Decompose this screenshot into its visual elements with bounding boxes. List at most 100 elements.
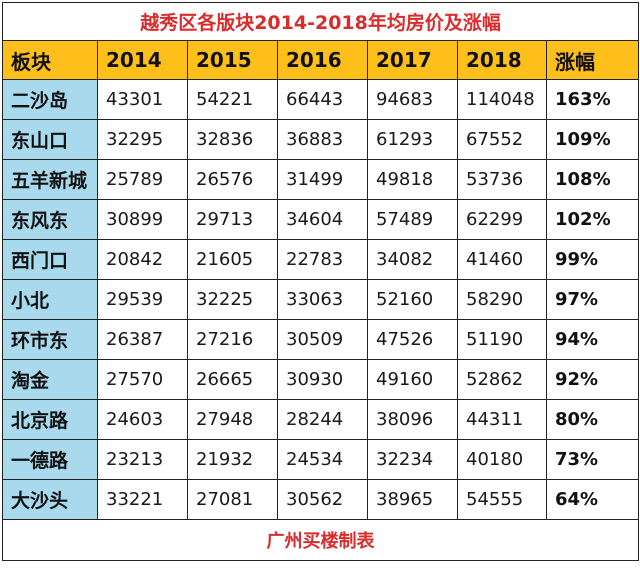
block-name-cell: 环市东	[2, 319, 98, 360]
price-2014-cell: 33221	[97, 479, 188, 520]
price-2017-cell: 47526	[367, 319, 458, 360]
block-name-cell: 大沙头	[2, 479, 98, 520]
price-2014-cell: 30899	[97, 199, 188, 240]
price-2016-cell: 34604	[277, 199, 368, 240]
price-2015-cell: 54221	[187, 79, 278, 120]
table-row: 北京路 24603 27948 28244 38096 44311 80%	[2, 399, 640, 440]
header-row: 板块 2014 2015 2016 2017 2018 涨幅	[2, 40, 640, 80]
price-2015-cell: 29713	[187, 199, 278, 240]
block-name-cell: 西门口	[2, 239, 98, 280]
table-row: 东风东 30899 29713 34604 57489 62299 102%	[2, 199, 640, 240]
price-2016-cell: 31499	[277, 159, 368, 200]
header-growth: 涨幅	[545, 40, 640, 80]
growth-cell: 109%	[545, 119, 640, 160]
table-row: 大沙头 33221 27081 30562 38965 54555 64%	[2, 479, 640, 520]
price-2015-cell: 26576	[187, 159, 278, 200]
price-2018-cell: 62299	[457, 199, 547, 240]
price-2014-cell: 20842	[97, 239, 188, 280]
price-2018-cell: 44311	[457, 399, 547, 440]
price-2018-cell: 40180	[457, 439, 547, 480]
table-row: 环市东 26387 27216 30509 47526 51190 94%	[2, 319, 640, 360]
price-2018-cell: 54555	[457, 479, 547, 520]
header-2015: 2015	[187, 40, 278, 80]
table-row: 淘金 27570 26665 30930 49160 52862 92%	[2, 359, 640, 400]
price-2014-cell: 26387	[97, 319, 188, 360]
price-2016-cell: 33063	[277, 279, 368, 320]
price-2016-cell: 30562	[277, 479, 368, 520]
header-2017: 2017	[367, 40, 458, 80]
price-2016-cell: 28244	[277, 399, 368, 440]
growth-cell: 102%	[545, 199, 640, 240]
growth-cell: 73%	[545, 439, 640, 480]
price-2017-cell: 34082	[367, 239, 458, 280]
price-2017-cell: 49160	[367, 359, 458, 400]
header-2016: 2016	[277, 40, 368, 80]
price-2015-cell: 32836	[187, 119, 278, 160]
price-2014-cell: 27570	[97, 359, 188, 400]
price-2014-cell: 32295	[97, 119, 188, 160]
price-2016-cell: 30509	[277, 319, 368, 360]
price-2015-cell: 26665	[187, 359, 278, 400]
price-2018-cell: 52862	[457, 359, 547, 400]
block-name-cell: 东山口	[2, 119, 98, 160]
price-2018-cell: 114048	[457, 79, 547, 120]
table-title: 越秀区各版块2014-2018年均房价及涨幅	[1, 2, 640, 41]
price-2016-cell: 24534	[277, 439, 368, 480]
price-2016-cell: 22783	[277, 239, 368, 280]
footer-row: 广州买楼制表	[1, 519, 640, 561]
price-2014-cell: 43301	[97, 79, 188, 120]
price-2017-cell: 57489	[367, 199, 458, 240]
growth-cell: 99%	[545, 239, 640, 280]
table-row: 东山口 32295 32836 36883 61293 67552 109%	[2, 119, 640, 160]
price-2018-cell: 53736	[457, 159, 547, 200]
price-2014-cell: 29539	[97, 279, 188, 320]
price-2015-cell: 27948	[187, 399, 278, 440]
growth-cell: 80%	[545, 399, 640, 440]
price-2015-cell: 32225	[187, 279, 278, 320]
price-2016-cell: 36883	[277, 119, 368, 160]
block-name-cell: 东风东	[2, 199, 98, 240]
block-name-cell: 五羊新城	[2, 159, 98, 200]
header-2014: 2014	[97, 40, 188, 80]
price-2018-cell: 41460	[457, 239, 547, 280]
price-2015-cell: 21932	[187, 439, 278, 480]
block-name-cell: 一德路	[2, 439, 98, 480]
price-2016-cell: 66443	[277, 79, 368, 120]
price-2018-cell: 51190	[457, 319, 547, 360]
price-2014-cell: 23213	[97, 439, 188, 480]
growth-cell: 92%	[545, 359, 640, 400]
price-2017-cell: 52160	[367, 279, 458, 320]
block-name-cell: 小北	[2, 279, 98, 320]
table-row: 小北 29539 32225 33063 52160 58290 97%	[2, 279, 640, 320]
price-2018-cell: 58290	[457, 279, 547, 320]
price-2017-cell: 49818	[367, 159, 458, 200]
price-2014-cell: 25789	[97, 159, 188, 200]
table-row: 一德路 23213 21932 24534 32234 40180 73%	[2, 439, 640, 480]
price-2015-cell: 27216	[187, 319, 278, 360]
growth-cell: 108%	[545, 159, 640, 200]
price-2014-cell: 24603	[97, 399, 188, 440]
table-row: 西门口 20842 21605 22783 34082 41460 99%	[2, 239, 640, 280]
price-2017-cell: 38096	[367, 399, 458, 440]
table-footer: 广州买楼制表	[1, 519, 640, 561]
growth-cell: 64%	[545, 479, 640, 520]
block-name-cell: 北京路	[2, 399, 98, 440]
price-2017-cell: 61293	[367, 119, 458, 160]
growth-cell: 97%	[545, 279, 640, 320]
growth-cell: 94%	[545, 319, 640, 360]
table-row: 二沙岛 43301 54221 66443 94683 114048 163%	[2, 79, 640, 120]
block-name-cell: 二沙岛	[2, 79, 98, 120]
price-2016-cell: 30930	[277, 359, 368, 400]
table-row: 五羊新城 25789 26576 31499 49818 53736 108%	[2, 159, 640, 200]
header-2018: 2018	[457, 40, 547, 80]
price-2015-cell: 27081	[187, 479, 278, 520]
title-row: 越秀区各版块2014-2018年均房价及涨幅	[1, 2, 640, 41]
block-name-cell: 淘金	[2, 359, 98, 400]
price-2017-cell: 38965	[367, 479, 458, 520]
price-2015-cell: 21605	[187, 239, 278, 280]
growth-cell: 163%	[545, 79, 640, 120]
price-2017-cell: 94683	[367, 79, 458, 120]
price-table: 越秀区各版块2014-2018年均房价及涨幅 板块 2014 2015 2016 201…	[1, 2, 640, 561]
price-2017-cell: 32234	[367, 439, 458, 480]
